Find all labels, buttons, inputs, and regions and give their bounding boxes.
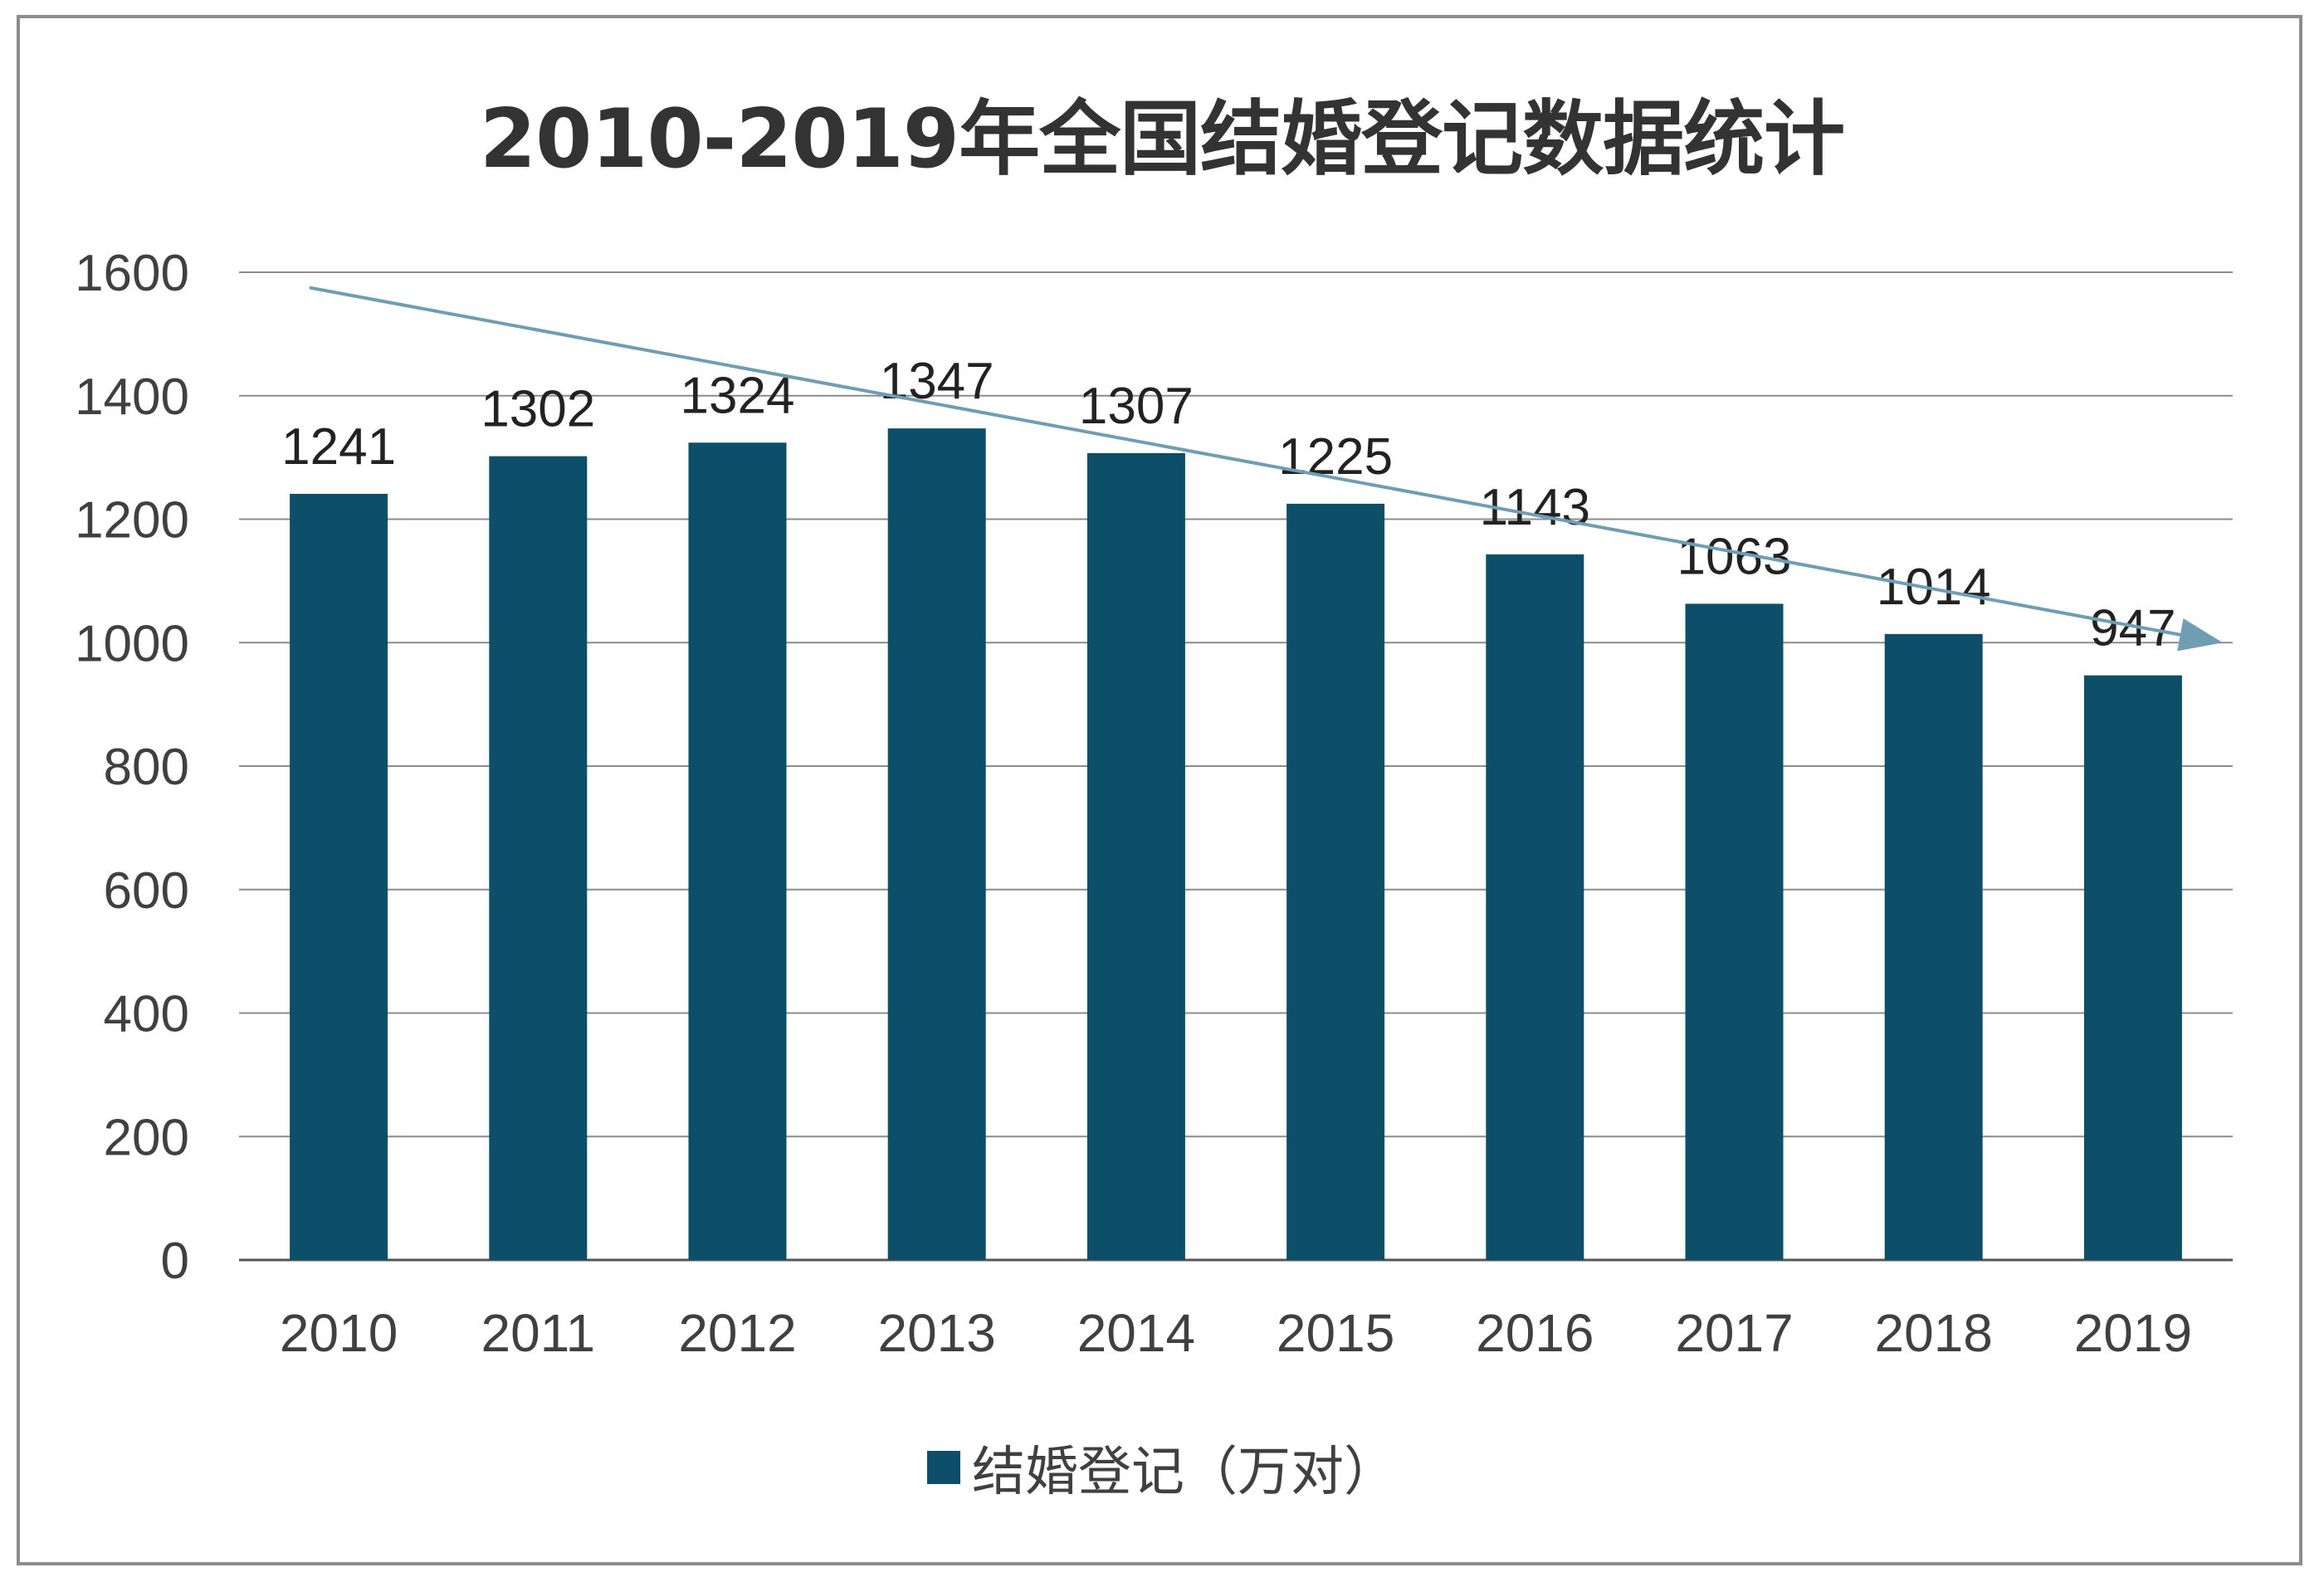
data-label: 1324 [681, 367, 795, 424]
y-tick-label: 1400 [75, 369, 189, 426]
y-tick-label: 1600 [75, 245, 189, 302]
bar [290, 494, 388, 1260]
y-tick-label: 800 [104, 739, 189, 796]
x-tick-label: 2012 [678, 1303, 796, 1363]
x-tick-label: 2018 [1875, 1303, 1993, 1363]
bar [688, 442, 787, 1260]
y-tick-label: 1200 [75, 492, 189, 549]
y-tick-label: 0 [161, 1233, 189, 1290]
bar [1086, 452, 1185, 1260]
data-label: 1225 [1278, 428, 1393, 486]
x-tick-label: 2016 [1476, 1303, 1594, 1363]
x-tick-label: 2019 [2074, 1303, 2192, 1363]
x-tick-label: 2015 [1277, 1303, 1394, 1363]
x-tick-label: 2013 [878, 1303, 996, 1363]
legend-swatch [927, 1451, 960, 1484]
y-tick-label: 1000 [75, 615, 189, 672]
legend-label: 结婚登记（万对） [972, 1442, 1397, 1503]
legend: 结婚登记（万对） [0, 1429, 2324, 1506]
bar [1685, 603, 1784, 1260]
bar [1486, 554, 1584, 1260]
x-tick-label: 2010 [280, 1303, 398, 1363]
bar [2083, 675, 2182, 1260]
x-tick-label: 2014 [1077, 1303, 1195, 1363]
y-tick-label: 200 [104, 1109, 189, 1166]
y-tick-label: 600 [104, 862, 189, 920]
x-tick-label: 2011 [481, 1303, 595, 1363]
data-label: 1302 [481, 381, 595, 438]
trend-arrow-head [2177, 618, 2223, 652]
y-tick-label: 400 [104, 986, 189, 1043]
bar [1286, 503, 1385, 1260]
bar [489, 456, 588, 1260]
trend-arrow-line [309, 286, 2181, 637]
data-label: 947 [2090, 600, 2175, 657]
data-label: 1063 [1677, 528, 1792, 585]
data-label: 1241 [281, 418, 396, 476]
data-label: 1307 [1079, 378, 1194, 435]
chart-title: 2010-2019年全国结婚登记数据统计 [479, 92, 1845, 187]
data-label: 1014 [1877, 559, 1991, 616]
data-label: 1347 [880, 353, 994, 410]
bar [1884, 633, 1983, 1260]
x-tick-label: 2017 [1675, 1303, 1793, 1363]
bar [887, 428, 986, 1260]
